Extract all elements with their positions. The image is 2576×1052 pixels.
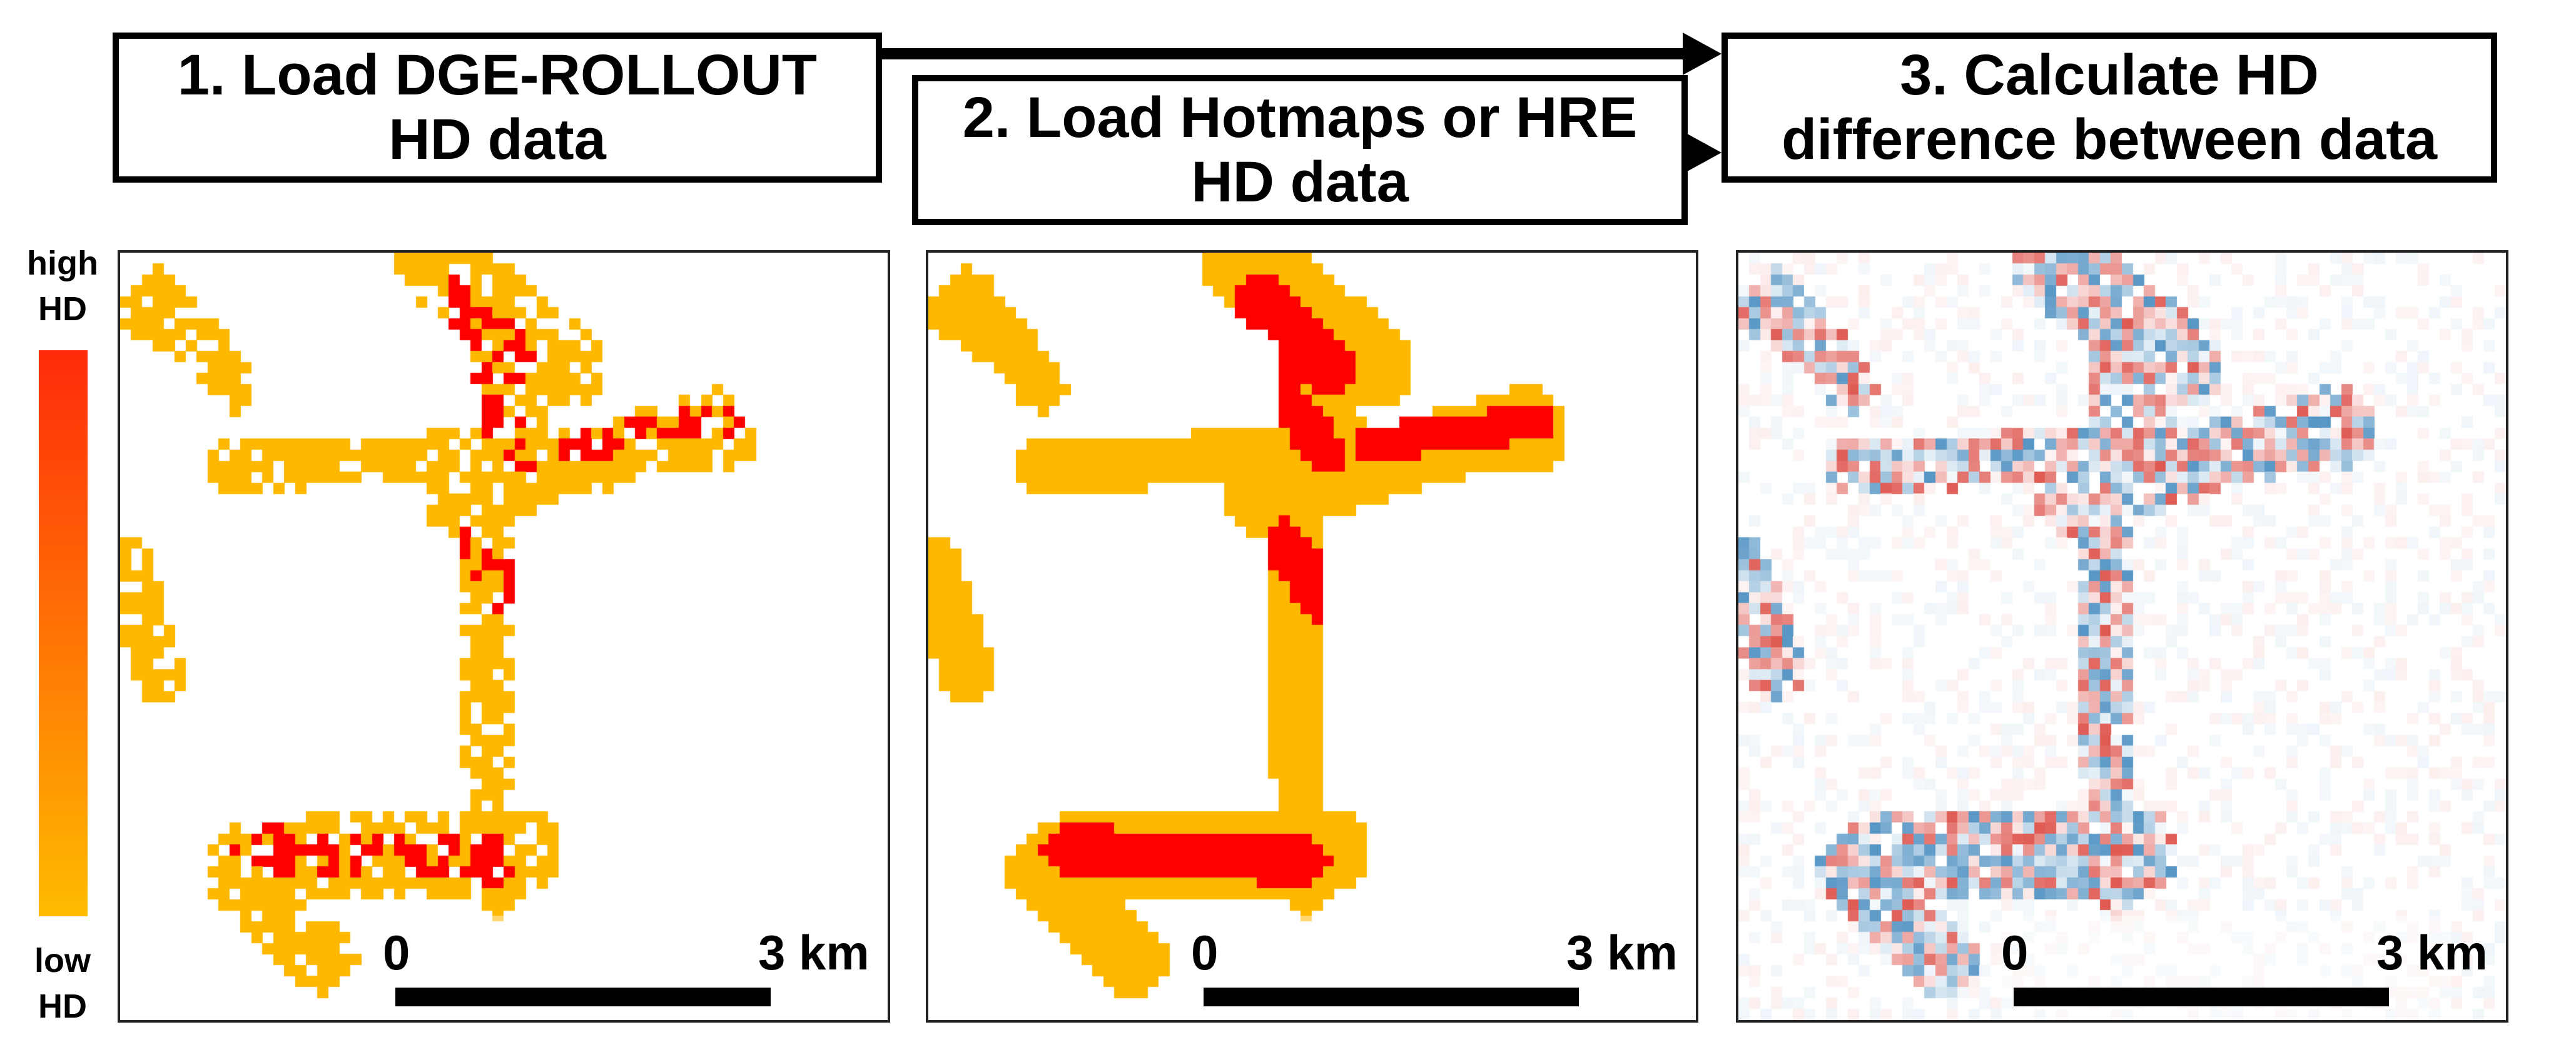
legend-high-label: high HD [27,245,98,328]
map-panel-dge-rollout: 0 3 km [118,250,890,1023]
scale-end-label: 3 km [758,925,870,980]
step-3-label: 3. Calculate HD difference between data [1781,43,2438,171]
map-panel-difference: 0 3 km [1736,250,2508,1023]
scale-start-label: 0 [1191,925,1219,980]
scale-start-label: 0 [2001,925,2029,980]
legend-low-label: low HD [34,942,91,1025]
map-canvas-dge-rollout [120,253,888,1020]
scale-bar [2014,988,2389,1006]
legend-left-colorbar [39,350,88,916]
scale-end-label: 3 km [1566,925,1678,980]
step-2-label: 2. Load Hotmaps or HRE HD data [962,85,1638,214]
map-panel-hotmaps: 0 3 km [926,250,1698,1023]
step-1-label: 1. Load DGE-ROLLOUT HD data [177,43,818,171]
step-3-box: 3. Calculate HD difference between data [1722,33,2497,183]
scale-bar [1204,988,1579,1006]
step-2-box: 2. Load Hotmaps or HRE HD data [912,75,1688,225]
map-canvas-hotmaps [928,253,1696,1020]
scale-bar [395,988,771,1006]
step-1-box: 1. Load DGE-ROLLOUT HD data [113,33,882,183]
scale-end-label: 3 km [2376,925,2488,980]
scale-start-label: 0 [383,925,410,980]
map-canvas-difference [1738,253,2506,1020]
